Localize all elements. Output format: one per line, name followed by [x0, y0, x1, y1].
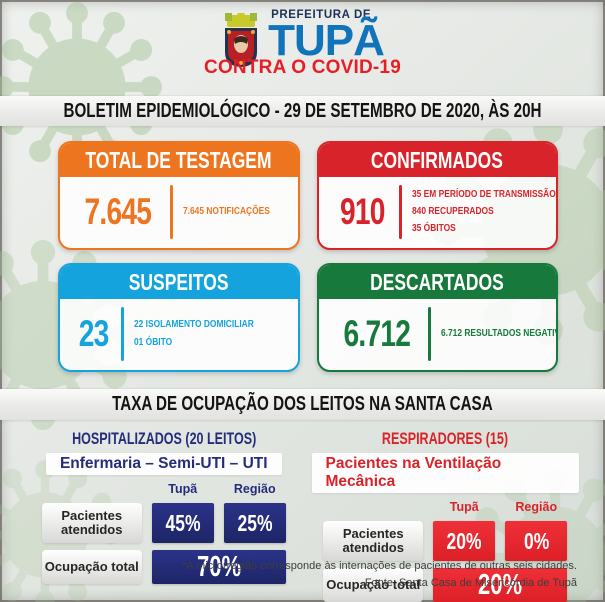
city-hall-logo: PREFEITURA DE TUPÃ [0, 0, 605, 81]
column-header-regiao: Região [233, 482, 276, 496]
hospitalizados-subtitle: Enfermaria – Semi-UTI – UTI [45, 453, 282, 475]
divider [399, 184, 403, 239]
card-value: 910 [339, 190, 385, 232]
card-descartados: DESCARTADOS 6.712 6.712 RESULTADOS NEGAT… [316, 263, 558, 372]
row-label-ocupacao-total: Ocupação total [41, 550, 142, 584]
column-header-regiao: Região [515, 500, 558, 514]
bulletin-title-band: BOLETIM EPIDEMIOLÓGICO - 29 DE SETEMBRO … [0, 96, 605, 126]
card-title: CONFIRMADOS [371, 146, 504, 173]
value-pacientes-tupa: 20% [433, 521, 496, 561]
card-detail: 35 EM PERÍODO DE TRANSMISSÃO [412, 187, 556, 200]
column-header-tupa: Tupã [168, 482, 198, 496]
value-text: 70% [196, 550, 241, 583]
value-ocupacao-total: 70% [151, 550, 286, 584]
occupancy-title-band: TAXA DE OCUPAÇÃO DOS LEITOS NA SANTA CAS… [0, 389, 605, 420]
card-body: 910 35 EM PERÍODO DE TRANSMISSÃO 840 REC… [319, 177, 557, 248]
campaign-slogan: CONTRA O COVID-19 [204, 57, 401, 78]
column-header-tupa: Tupã [449, 500, 479, 514]
card-header: TOTAL DE TESTAGEM [60, 143, 298, 177]
value-text: 25% [237, 509, 273, 536]
value-text: 0% [523, 527, 549, 554]
value-pacientes-regiao: 25% [223, 503, 286, 543]
value-pacientes-regiao: 0% [505, 521, 568, 561]
divider [428, 306, 432, 361]
card-detail: 01 ÓBITO [134, 335, 173, 348]
card-detail: 840 RECUPERADOS [412, 204, 494, 217]
prefeitura-label: PREFEITURA DE [271, 9, 372, 21]
hospitalizados-title: HOSPITALIZADOS (20 LEITOS) [71, 430, 256, 448]
card-header: SUSPEITOS [60, 265, 298, 299]
row-label-pacientes-atendidos: Pacientes atendidos [41, 503, 142, 543]
value-pacientes-tupa: 45% [151, 503, 214, 543]
divider [121, 306, 125, 361]
card-confirmados: CONFIRMADOS 910 35 EM PERÍODO DE TRANSMI… [316, 141, 558, 250]
occupancy-title: TAXA DE OCUPAÇÃO DOS LEITOS NA SANTA CAS… [112, 393, 493, 415]
tupa-coat-of-arms-icon [225, 13, 258, 67]
card-total-testagem: TOTAL DE TESTAGEM 7.645 7.645 NOTIFICAÇÕ… [58, 141, 300, 250]
value-text: 20% [446, 527, 482, 554]
card-value: 6.712 [343, 312, 410, 354]
card-suspeitos: SUSPEITOS 23 22 ISOLAMENTO DOMICILIAR 01… [58, 263, 300, 372]
card-title: TOTAL DE TESTAGEM [85, 146, 272, 173]
footer-note: *A microrregião corresponde às internaçõ… [181, 559, 577, 572]
card-header: DESCARTADOS [318, 265, 556, 299]
value-text: 45% [165, 509, 201, 536]
card-title: SUSPEITOS [128, 268, 229, 295]
card-title: DESCARTADOS [370, 268, 505, 295]
city-name: TUPÃ [268, 16, 385, 65]
divider [169, 184, 173, 239]
card-body: 6.712 6.712 RESULTADOS NEGATIVOS [319, 299, 556, 370]
card-detail: 22 ISOLAMENTO DOMICILIAR [134, 318, 254, 331]
card-detail: 35 ÓBITOS [412, 222, 456, 235]
card-header: CONFIRMADOS [318, 143, 556, 177]
row-label-pacientes-atendidos: Pacientes atendidos [323, 521, 424, 561]
respiradores-title: RESPIRADORES (15) [382, 430, 509, 448]
card-value: 23 [78, 312, 110, 354]
card-detail: 7.645 NOTIFICAÇÕES [182, 204, 270, 217]
card-body: 23 22 ISOLAMENTO DOMICILIAR 01 ÓBITO [60, 299, 298, 370]
stat-cards: TOTAL DE TESTAGEM 7.645 7.645 NOTIFICAÇÕ… [0, 126, 605, 372]
card-body: 7.645 7.645 NOTIFICAÇÕES [60, 177, 298, 248]
respiradores-subtitle: Pacientes na Ventilação Mecânica [311, 453, 579, 493]
card-value: 7.645 [84, 190, 152, 232]
footer-source: Fonte: Santa Casa de Misericórdia de Tup… [364, 576, 577, 589]
footer-notes: *A microrregião corresponde às internaçõ… [182, 558, 577, 592]
bulletin-title: BOLETIM EPIDEMIOLÓGICO - 29 DE SETEMBRO … [63, 99, 542, 122]
row-label-ocupacao-total: Ocupação total [323, 568, 424, 602]
card-detail: 6.712 RESULTADOS NEGATIVOS [441, 326, 556, 339]
